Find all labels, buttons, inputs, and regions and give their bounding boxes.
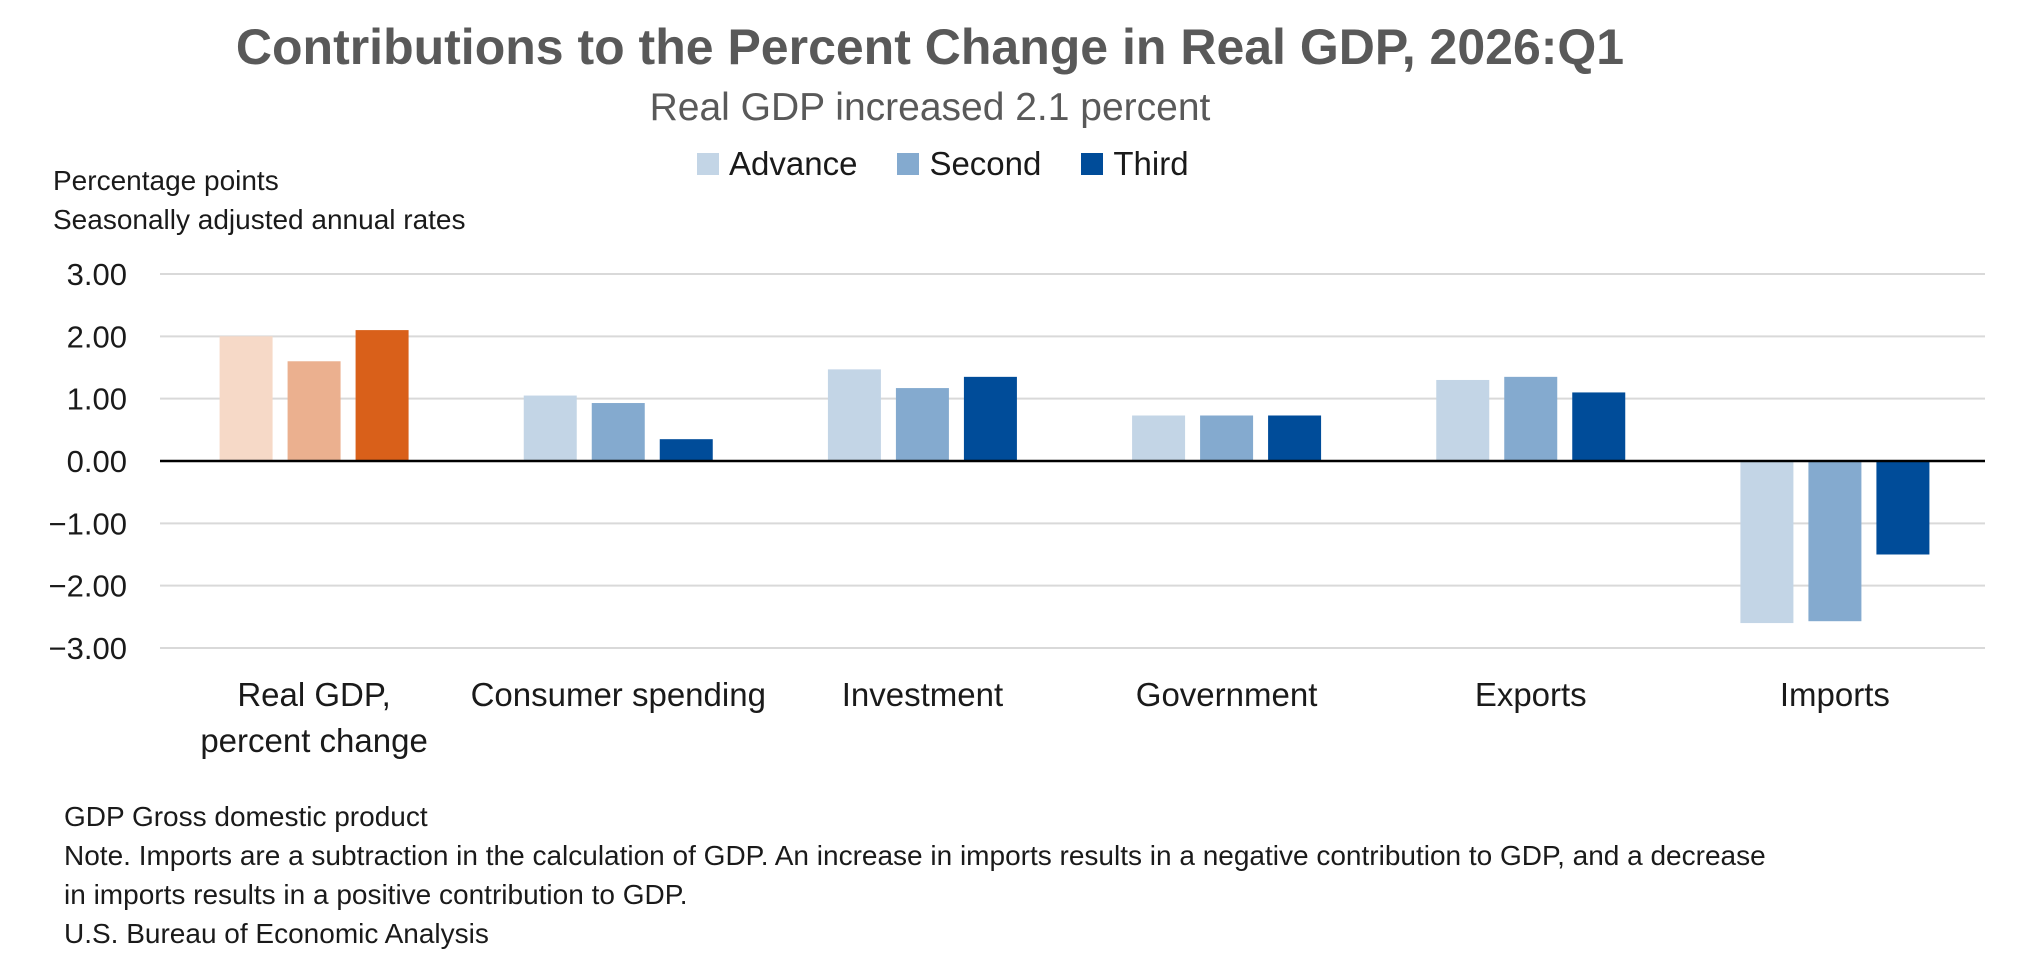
- chart-title: Contributions to the Percent Change in R…: [235, 19, 1625, 75]
- y-tick-label: −1.00: [49, 506, 127, 541]
- note-imports-line2: in imports results in a positive contrib…: [64, 879, 688, 910]
- y-tick-label: 3.00: [67, 257, 127, 292]
- x-tick-label: Imports: [1780, 676, 1890, 713]
- bar-advance: [1132, 415, 1186, 461]
- legend: Advance Second Third: [697, 145, 1189, 183]
- legend-item-second: Second: [897, 145, 1041, 183]
- y-tick-label: 2.00: [67, 319, 127, 354]
- legend-item-advance: Advance: [697, 145, 857, 183]
- bar-third: [1268, 415, 1322, 461]
- bar-third: [963, 376, 1017, 461]
- x-tick-label: Real GDP,: [237, 676, 390, 713]
- legend-label-advance: Advance: [729, 145, 858, 182]
- bar-third: [1876, 461, 1930, 555]
- x-tick-label: percent change: [200, 722, 428, 759]
- bar-second: [895, 388, 949, 461]
- x-tick-label: Consumer spending: [471, 676, 766, 713]
- y-tick-label: −3.00: [49, 631, 127, 666]
- legend-swatch-second: [897, 153, 920, 175]
- y-axis-unit-label: Percentage points: [53, 165, 279, 196]
- y-tick-label: 0.00: [67, 444, 127, 479]
- note-source: U.S. Bureau of Economic Analysis: [64, 918, 489, 949]
- y-tick-label: −2.00: [49, 569, 127, 604]
- bar-third: [1572, 392, 1626, 461]
- y-tick-label: 1.00: [67, 382, 127, 417]
- bar-third: [355, 330, 409, 461]
- note-imports-line1: Note. Imports are a subtraction in the c…: [64, 840, 1766, 871]
- note-abbreviation: GDP Gross domestic product: [64, 801, 428, 832]
- legend-item-third: Third: [1081, 145, 1189, 183]
- bar-second: [287, 361, 341, 461]
- bar-advance: [1740, 461, 1794, 624]
- bar-second: [1808, 461, 1862, 622]
- bar-second: [1200, 415, 1254, 461]
- y-axis-rate-label: Seasonally adjusted annual rates: [53, 204, 466, 235]
- bar-third: [659, 439, 713, 461]
- bar-second: [1504, 376, 1558, 461]
- bar-advance: [827, 369, 881, 461]
- bar-advance: [219, 336, 273, 461]
- bar-advance: [523, 395, 577, 461]
- chart-subtitle: Real GDP increased 2.1 percent: [649, 86, 1211, 129]
- legend-label-third: Third: [1113, 145, 1189, 182]
- bar-advance: [1436, 379, 1490, 461]
- x-tick-label: Exports: [1475, 676, 1587, 713]
- legend-swatch-third: [1081, 153, 1104, 175]
- chart-notes: GDP Gross domestic product Note. Imports…: [64, 797, 1766, 953]
- x-tick-label: Government: [1136, 676, 1318, 713]
- legend-label-second: Second: [929, 145, 1042, 182]
- x-tick-label: Investment: [842, 676, 1003, 713]
- legend-swatch-advance: [697, 153, 719, 175]
- bar-second: [591, 403, 645, 461]
